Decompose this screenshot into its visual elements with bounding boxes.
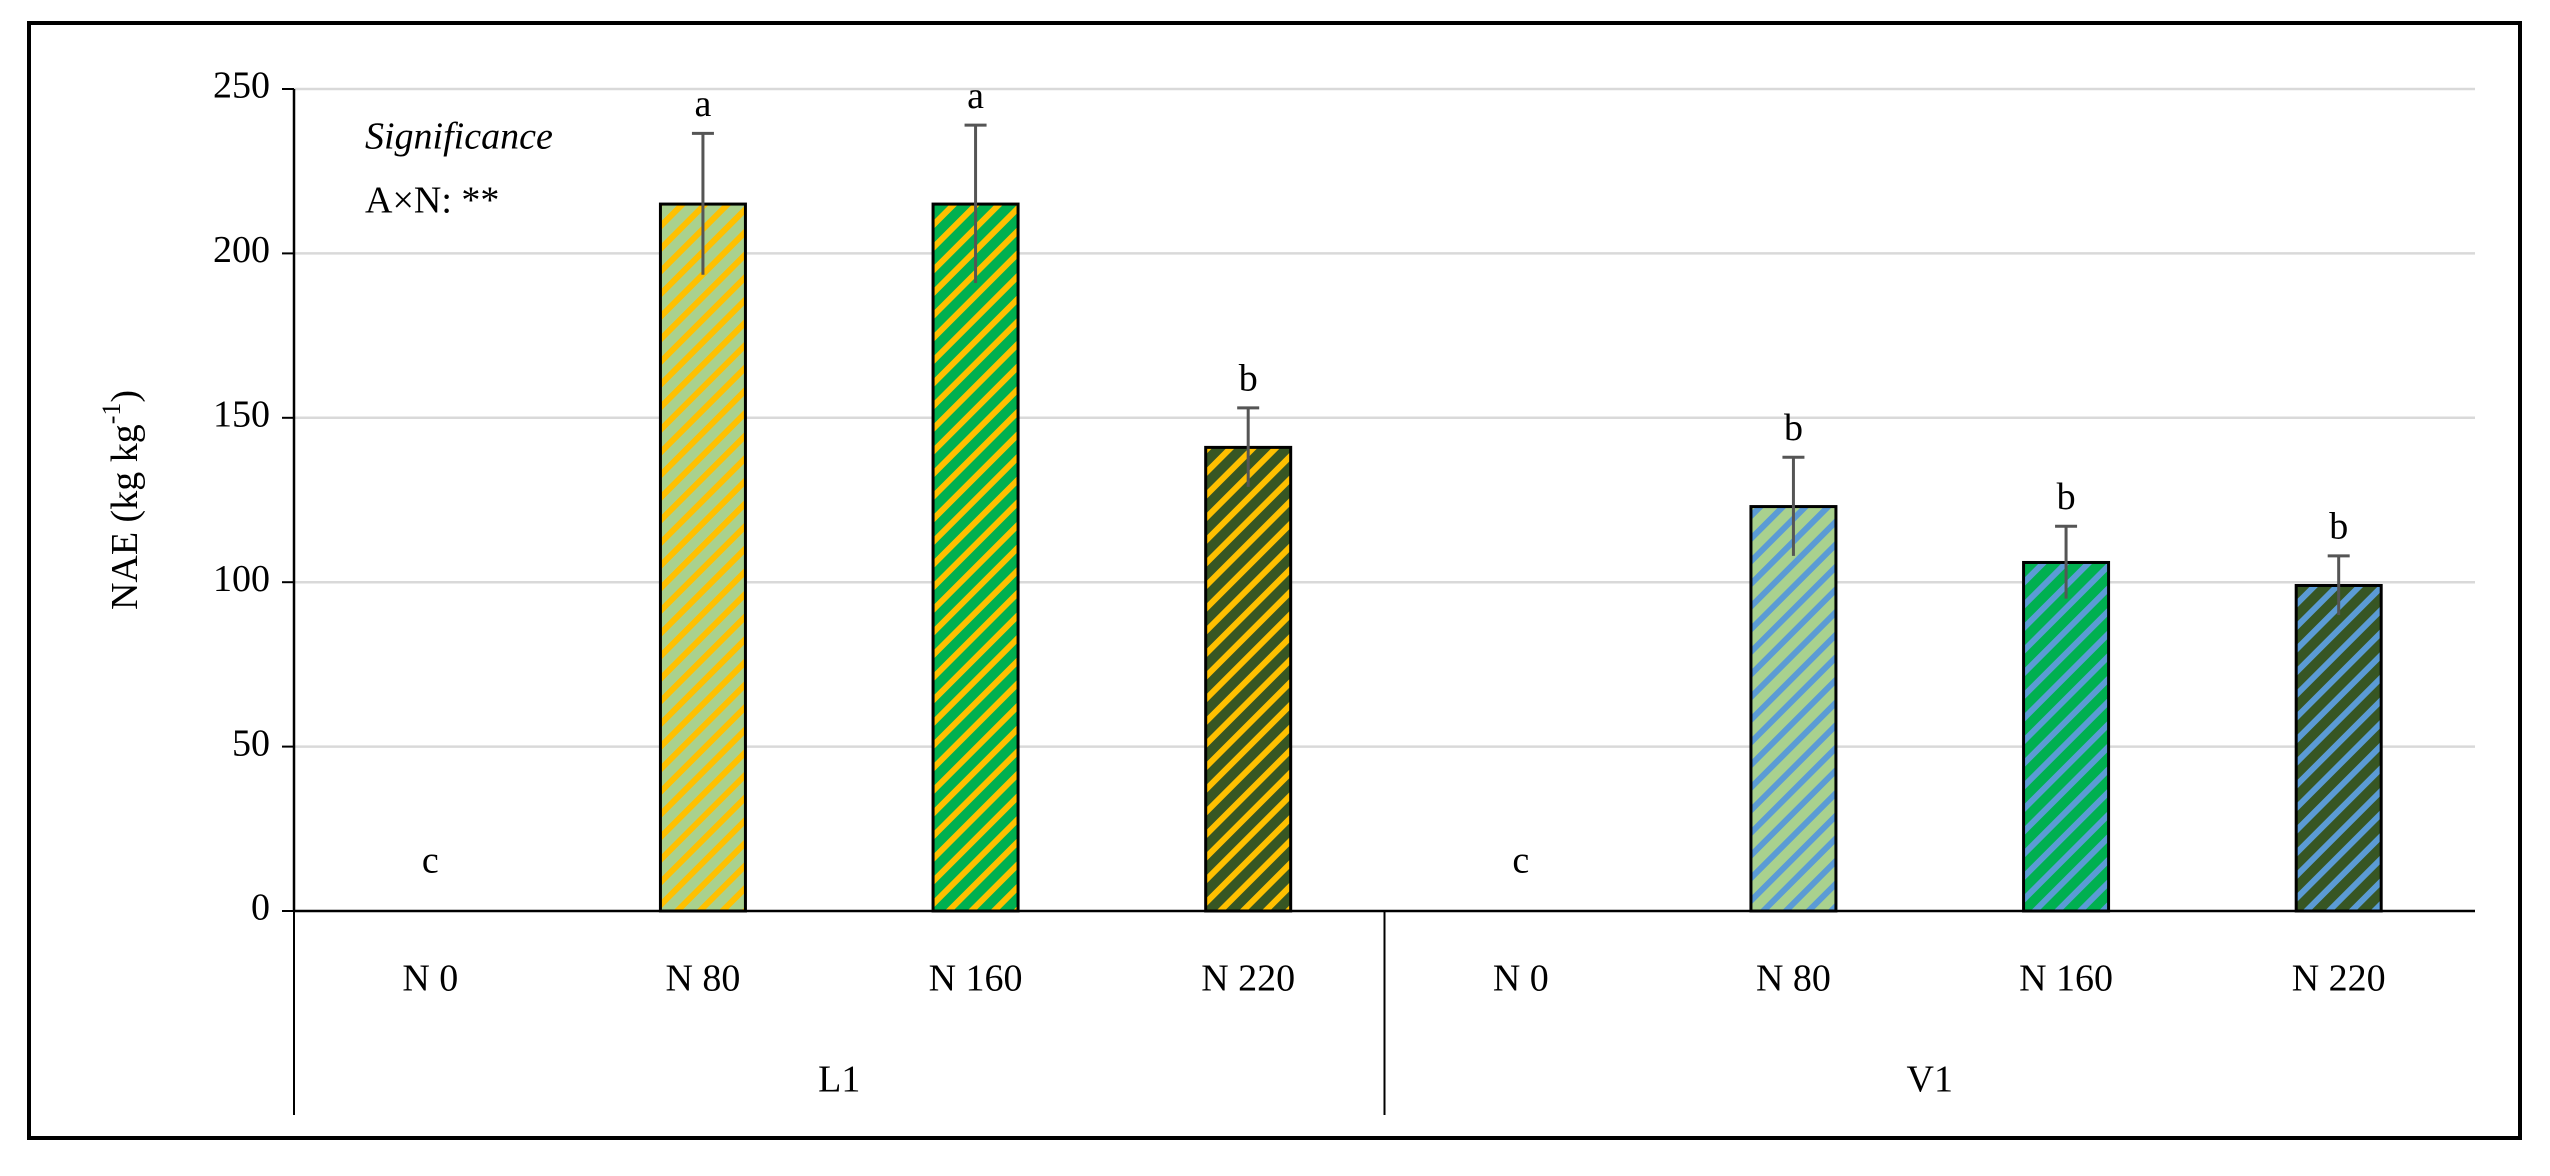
y-tick-label: 150 — [213, 394, 270, 436]
x-tick-label: N 0 — [1493, 958, 1549, 1000]
y-label-sup: -1 — [97, 403, 126, 425]
significance-letter: c — [422, 840, 439, 882]
significance-letter: b — [1784, 407, 1803, 449]
frame — [27, 21, 2522, 1140]
bar — [1749, 505, 1838, 913]
y-tick-label: 250 — [213, 65, 270, 107]
y-label-main: NAE (kg kg — [104, 424, 146, 610]
significance-letter: b — [2057, 476, 2076, 518]
y-tick-label: 100 — [213, 558, 270, 600]
y-axis-label: NAE (kg kg-1) — [97, 390, 146, 610]
x-tick-label: N 80 — [1756, 958, 1831, 1000]
x-tick-label: N 80 — [665, 958, 740, 1000]
y-tick-label: 50 — [232, 722, 270, 764]
bar — [931, 202, 1020, 913]
group-label: L1 — [818, 1059, 860, 1101]
x-tick-label: N 160 — [2019, 958, 2113, 1000]
bar — [2022, 560, 2111, 913]
significance-letter: a — [967, 75, 984, 117]
annotation-title: Significance — [365, 116, 553, 158]
y-label-end: ) — [104, 390, 146, 403]
bar — [658, 202, 747, 913]
x-tick-label: N 0 — [402, 958, 458, 1000]
y-tick-label: 0 — [251, 887, 270, 929]
significance-letter: b — [2329, 506, 2348, 548]
group-label: V1 — [1907, 1059, 1953, 1101]
significance-letter: b — [1239, 358, 1258, 400]
x-tick-label: N 220 — [2292, 958, 2386, 1000]
bar — [1204, 445, 1293, 913]
y-tick-label: 200 — [213, 229, 270, 271]
annotation-text: A×N: ** — [365, 180, 499, 222]
x-tick-label: N 220 — [1201, 958, 1295, 1000]
x-tick-label: N 160 — [929, 958, 1023, 1000]
significance-letter: c — [1512, 840, 1529, 882]
significance-letter: a — [695, 83, 712, 125]
bar — [2294, 583, 2383, 913]
